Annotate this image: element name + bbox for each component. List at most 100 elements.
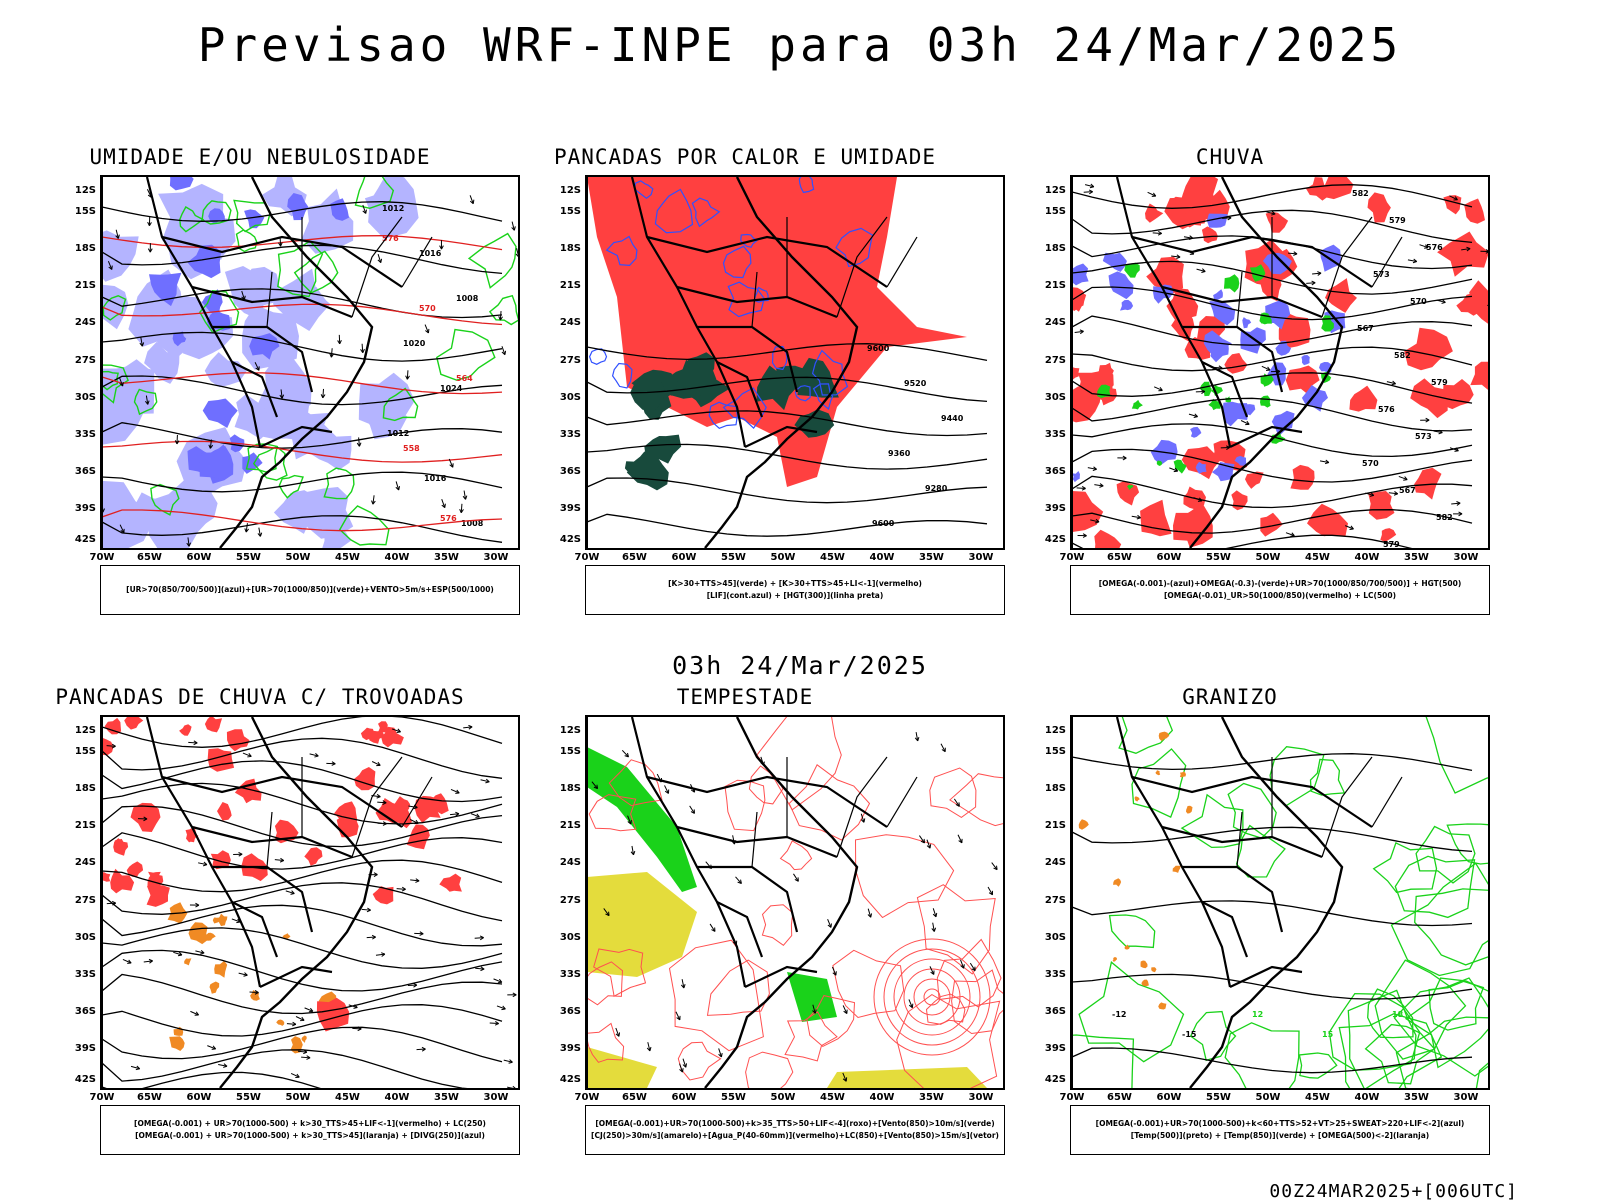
cyclone-contour [884, 949, 980, 1045]
omega-area [1190, 427, 1201, 438]
map-svg [587, 717, 1003, 1088]
lon-tick-label: 70W [82, 1092, 122, 1103]
rain-area [1140, 500, 1172, 537]
omega-area [1072, 264, 1089, 286]
lat-tick-label: 39S [58, 503, 96, 514]
lon-tick-label: 40W [1347, 552, 1387, 563]
precipitable-water-contour [678, 1042, 720, 1080]
instability-area [189, 922, 208, 944]
panel-legend: [OMEGA(-0.001) + UR>70(1000-500) + k>30_… [100, 1105, 520, 1155]
legend-line: [OMEGA(-0.001) + UR>70(1000-500) + k>30_… [134, 1118, 486, 1130]
contour-label: 9440 [941, 414, 964, 423]
lat-tick-label: 39S [1028, 1043, 1066, 1054]
contour-label: 1016 [424, 474, 447, 483]
contour-label: 15 [1322, 1030, 1334, 1039]
thunderstorm-area [227, 729, 250, 751]
temp-850-contour [1366, 1025, 1435, 1084]
lat-tick-label: 42S [543, 534, 581, 545]
lat-tick-label: 30S [58, 932, 96, 943]
panel-legend: [OMEGA(-0.001)+UR>70(1000-500)+k<60+TTS>… [1070, 1105, 1490, 1155]
lon-tick-label: 35W [1397, 552, 1437, 563]
contour-line [1072, 449, 1472, 482]
lat-tick-label: 18S [543, 783, 581, 794]
temp-850-contour [1416, 827, 1475, 883]
contour-label: 9600 [872, 519, 895, 528]
main-title: Previsao WRF-INPE para 03h 24/Mar/2025 [0, 18, 1600, 72]
omega-strong-area [1224, 274, 1239, 292]
precipitable-water-contour [856, 835, 954, 918]
lon-tick-label: 70W [1052, 552, 1092, 563]
lat-tick-label: 33S [58, 429, 96, 440]
lat-tick-label: 12S [58, 725, 96, 736]
lon-tick-label: 35W [427, 1092, 467, 1103]
thunderstorm-area [179, 724, 192, 736]
rain-area [1470, 362, 1488, 393]
lon-tick-label: 30W [1446, 552, 1486, 563]
run-footer: 00Z24MAR2025+[006UTC] [1269, 1181, 1518, 1202]
rain-area [1404, 328, 1453, 370]
instability-area [169, 1036, 185, 1051]
contour-label: 576 [1378, 405, 1395, 414]
panel-title: GRANIZO [970, 685, 1490, 709]
contour-line [1072, 535, 1472, 548]
rain-area [1072, 491, 1103, 532]
thunderstorm-area [439, 874, 462, 892]
lon-tick-label: 60W [1149, 1092, 1189, 1103]
contour-line [102, 717, 502, 747]
omega-strong-area [1260, 396, 1271, 408]
contour-line [102, 905, 502, 946]
contour-line [102, 928, 502, 968]
lon-tick-label: 50W [1248, 1092, 1288, 1103]
contour-label: 1012 [382, 204, 404, 213]
contour-label: 579 [1383, 540, 1400, 548]
contour-label: 576 [1426, 243, 1443, 252]
lon-tick-label: 55W [714, 552, 754, 563]
contour-label: 9520 [904, 379, 927, 388]
rain-area [1307, 504, 1348, 537]
lon-tick-label: 40W [862, 552, 902, 563]
lat-tick-label: 24S [1028, 317, 1066, 328]
lat-tick-label: 15S [1028, 746, 1066, 757]
lat-tick-label: 15S [58, 746, 96, 757]
instability-area [214, 961, 227, 978]
lon-tick-label: 65W [130, 1092, 170, 1103]
cyclone-contour [924, 989, 940, 1005]
contour-label: 582 [1394, 351, 1411, 360]
panel-title: CHUVA [970, 145, 1490, 169]
lat-tick-label: 27S [58, 355, 96, 366]
thunderstorm-area [124, 717, 143, 730]
temp-850-contour [1348, 990, 1416, 1088]
lon-tick-label: 60W [664, 1092, 704, 1103]
omega-500-area [1113, 957, 1117, 962]
thunderstorm-area [373, 886, 394, 904]
lat-tick-label: 39S [543, 1043, 581, 1054]
legend-line: [OMEGA(-0.001)+UR>70(1000-500)+k<60+TTS>… [1096, 1118, 1465, 1130]
lon-tick-label: 45W [813, 1092, 853, 1103]
temp-850-contour [1447, 824, 1488, 864]
contour-line [587, 514, 987, 536]
lat-tick-label: 42S [58, 1074, 96, 1085]
lat-tick-label: 27S [543, 355, 581, 366]
precipitable-water-contour [757, 717, 841, 810]
thunderstorm-area [205, 717, 222, 732]
lat-tick-label: 21S [1028, 820, 1066, 831]
lat-tick-label: 33S [1028, 969, 1066, 980]
lon-tick-label: 55W [1199, 1092, 1239, 1103]
jet-stream-area [827, 1067, 987, 1088]
precipitable-water-contour [746, 1052, 793, 1088]
precipitable-water-contour [670, 940, 764, 1050]
temp-850-contour [1225, 1023, 1299, 1088]
thunderstorm-area [407, 824, 430, 849]
lat-tick-label: 18S [543, 243, 581, 254]
lat-tick-label: 24S [58, 317, 96, 328]
thunderstorm-area [217, 802, 232, 821]
lat-tick-label: 36S [58, 1006, 96, 1017]
lon-tick-label: 60W [1149, 552, 1189, 563]
lon-tick-label: 45W [1298, 1092, 1338, 1103]
coastline [220, 717, 372, 1088]
lon-tick-label: 45W [1298, 552, 1338, 563]
lat-tick-label: 15S [58, 206, 96, 217]
lat-tick-label: 33S [543, 969, 581, 980]
